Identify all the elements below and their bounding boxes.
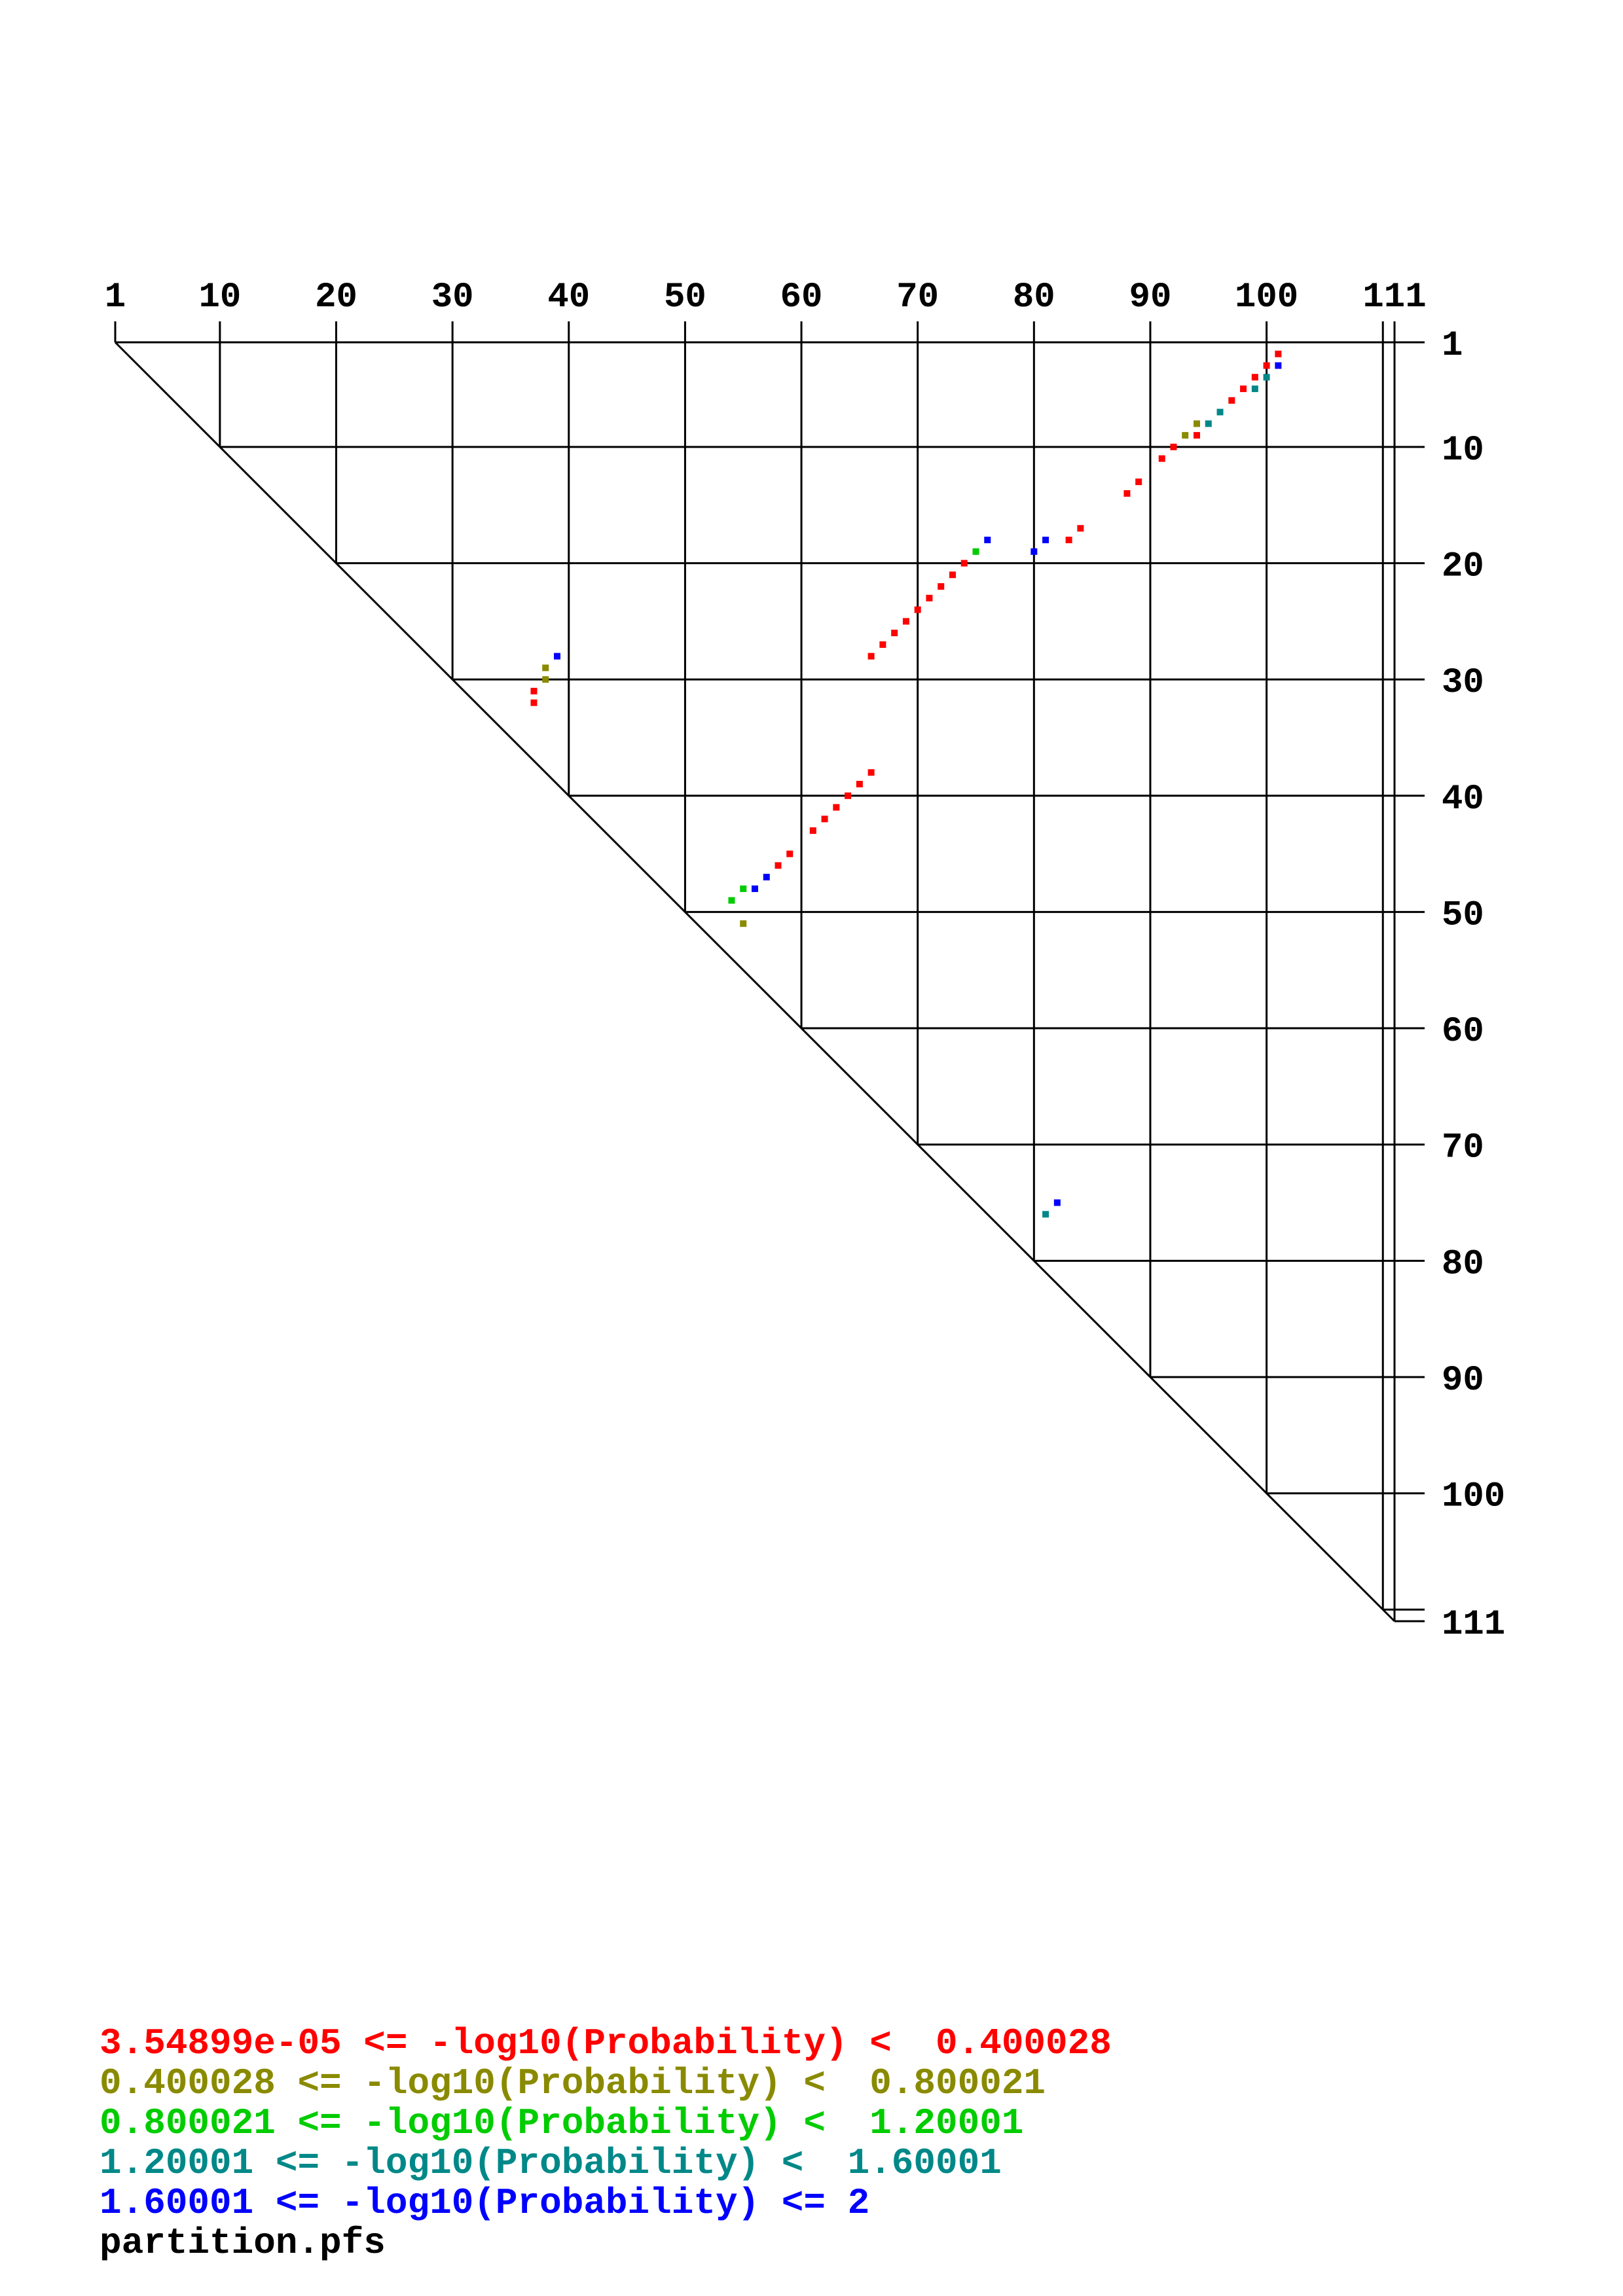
probability-dot — [867, 769, 875, 776]
probability-dot — [1030, 548, 1038, 555]
right-axis-label: 90 — [1442, 1361, 1484, 1401]
legend-entry: 0.400028 <= -log10(Probability) < 0.8000… — [100, 2062, 1046, 2104]
probability-dot — [1182, 432, 1189, 439]
probability-dot — [1042, 536, 1049, 543]
probability-dot — [763, 874, 770, 881]
probability-dot — [809, 827, 816, 834]
probability-dot — [775, 862, 782, 869]
probability-dot — [821, 816, 828, 823]
probability-dot — [1158, 455, 1165, 462]
probability-dot — [1228, 397, 1235, 404]
legend-entry: 3.54899e-05 <= -log10(Probability) < 0.4… — [100, 2022, 1112, 2064]
probability-dot — [1251, 374, 1258, 381]
probability-dot — [914, 606, 921, 613]
probability-dot — [1216, 408, 1224, 416]
probability-dot — [856, 781, 863, 788]
probability-dot — [960, 560, 968, 567]
probability-dot — [938, 583, 945, 590]
top-axis-label: 50 — [664, 278, 706, 317]
top-axis-label: 100 — [1235, 278, 1298, 317]
top-axis-label: 1 — [105, 278, 126, 317]
probability-dot — [1077, 525, 1084, 532]
probability-dot — [891, 630, 898, 637]
probability-dot — [542, 676, 549, 683]
right-axis-label: 30 — [1442, 663, 1484, 703]
right-axis-label: 50 — [1442, 895, 1484, 935]
right-axis-label: 1 — [1442, 326, 1463, 366]
dot-plot-canvas: 1 1 10 10 20 20 30 30 40 40 50 50 60 60 70 70 80 80 90 90 10… — [105, 278, 1505, 1645]
top-axis-label: 30 — [431, 278, 474, 317]
probability-dot — [542, 664, 549, 672]
probability-dot — [554, 653, 561, 660]
probability-dot — [867, 653, 875, 660]
probability-dot — [740, 885, 747, 892]
right-axis-label: 70 — [1442, 1128, 1484, 1168]
probability-dot — [833, 804, 840, 811]
probability-dot — [926, 594, 933, 601]
top-axis-label: 111 — [1362, 278, 1426, 317]
right-axis-label: 10 — [1442, 431, 1484, 471]
probability-dot — [1135, 478, 1142, 486]
plot-diagonal — [114, 341, 1396, 1623]
legend-filename: partition.pfs — [100, 2222, 386, 2264]
legend-entry: 1.60001 <= -log10(Probability) <= 2 — [100, 2182, 870, 2224]
probability-dot — [1194, 432, 1201, 439]
probability-dot — [949, 571, 956, 579]
probability-dot — [786, 850, 793, 857]
probability-dot — [530, 699, 538, 706]
probability-dot — [1275, 362, 1282, 369]
probability-dot — [1170, 443, 1177, 450]
probability-dot — [1263, 374, 1270, 381]
right-axis-label: 80 — [1442, 1244, 1484, 1284]
probability-dot — [740, 920, 747, 927]
top-axis-label: 70 — [896, 278, 939, 317]
top-axis-label: 40 — [547, 278, 590, 317]
top-axis-label: 20 — [315, 278, 357, 317]
probability-dot — [1251, 386, 1258, 393]
probability-dot — [1194, 420, 1201, 427]
probability-dot — [879, 641, 886, 648]
top-axis-label: 60 — [780, 278, 823, 317]
probability-dot — [984, 536, 991, 543]
probability-dot — [1123, 490, 1131, 497]
probability-dot — [1042, 1211, 1049, 1218]
right-axis-label: 100 — [1442, 1477, 1505, 1517]
probability-dot — [1205, 420, 1212, 427]
legend-entry: 0.800021 <= -log10(Probability) < 1.2000… — [100, 2102, 1024, 2144]
probability-dot — [972, 548, 979, 555]
probability-dot — [902, 618, 909, 625]
probability-dot — [1275, 350, 1282, 357]
right-axis-label: 40 — [1442, 780, 1484, 819]
right-axis-label: 60 — [1442, 1012, 1484, 1052]
right-axis-label: 20 — [1442, 547, 1484, 587]
probability-dot — [530, 687, 538, 694]
probability-dot — [752, 885, 758, 892]
probability-dot — [1263, 362, 1270, 369]
probability-dot — [1065, 536, 1072, 543]
probability-dot — [728, 897, 735, 904]
probability-dot — [1053, 1199, 1061, 1206]
top-axis-label: 80 — [1013, 278, 1055, 317]
probability-dot — [1240, 386, 1247, 393]
legend-entry: 1.20001 <= -log10(Probability) < 1.60001 — [100, 2142, 1002, 2184]
probability-dot — [845, 792, 852, 799]
top-axis-label: 90 — [1129, 278, 1172, 317]
top-axis-label: 10 — [198, 278, 241, 317]
legend: 3.54899e-05 <= -log10(Probability) < 0.4… — [100, 2024, 1112, 2263]
right-axis-label: 111 — [1442, 1605, 1505, 1645]
